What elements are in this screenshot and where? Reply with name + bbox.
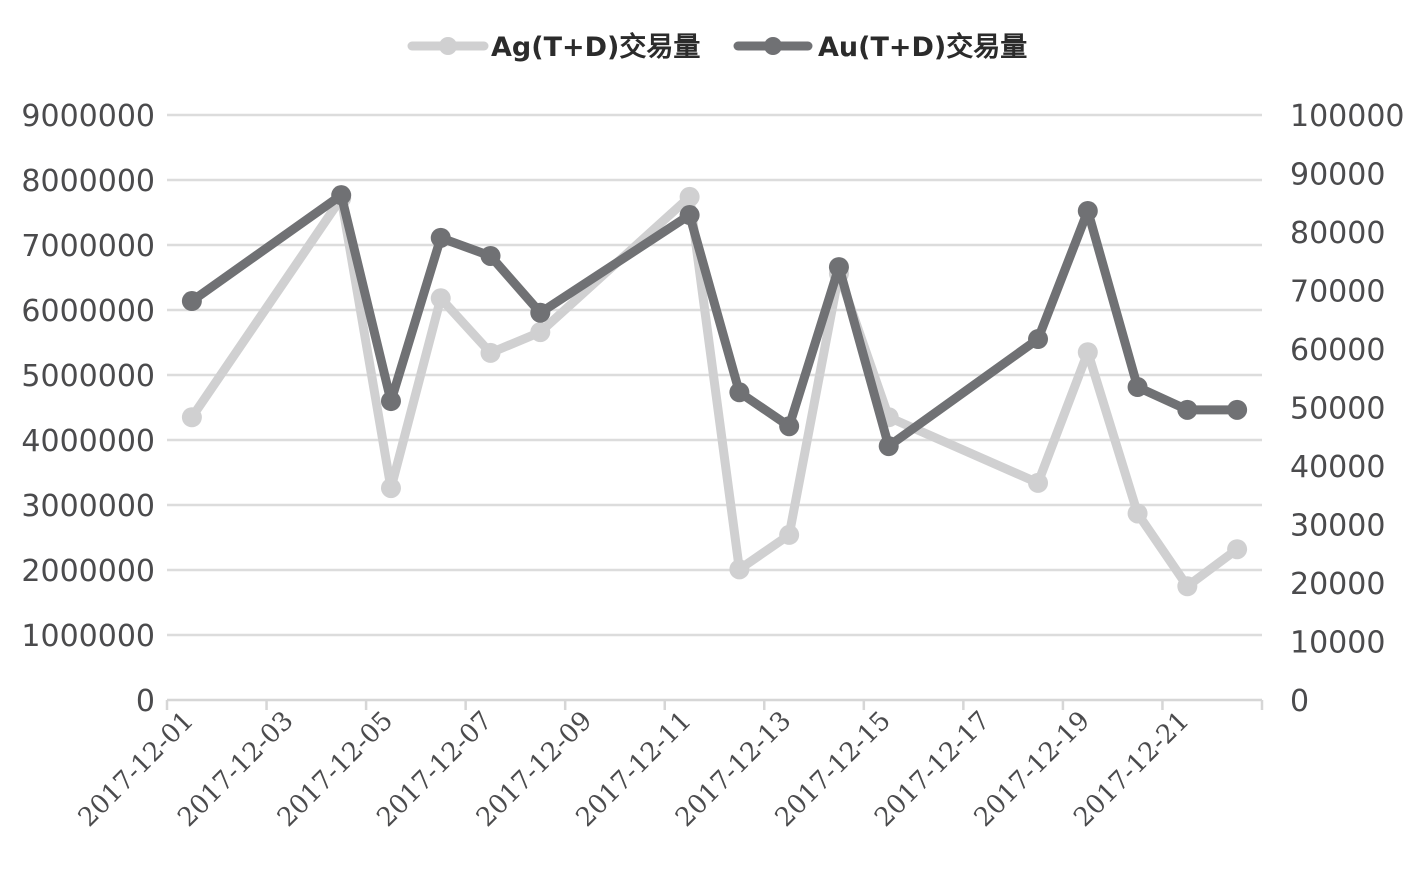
data-point-marker[interactable]: [1177, 576, 1198, 597]
y-right-tick-label: 10000: [1290, 626, 1385, 661]
data-point-marker[interactable]: [1028, 329, 1049, 350]
legend-au-label: Au(T+D)交易量: [818, 31, 1027, 63]
data-point-marker[interactable]: [1077, 342, 1098, 363]
data-point-marker[interactable]: [1077, 200, 1098, 221]
y-right-tick-label: 40000: [1290, 450, 1385, 485]
data-point-marker[interactable]: [430, 288, 451, 309]
series-ag-line: [188, 192, 1240, 591]
data-point-marker[interactable]: [181, 291, 202, 312]
data-point-marker[interactable]: [181, 407, 202, 428]
data-point-marker[interactable]: [380, 478, 401, 499]
y-left-tick-label: 3000000: [21, 489, 155, 524]
legend-item-ag[interactable]: Ag(T+D)交易量: [407, 31, 700, 63]
y-left-tick-label: 9000000: [21, 99, 155, 134]
y-left-tick-label: 4000000: [21, 424, 155, 459]
data-point-marker[interactable]: [1177, 399, 1198, 420]
data-point-marker[interactable]: [1227, 539, 1248, 560]
y-left-tick-label: 7000000: [21, 229, 155, 264]
y-axis-left: 0 1000000 2000000 3000000 4000000 5000000 6000…: [21, 99, 155, 719]
gridlines: [167, 113, 1262, 637]
legend: Ag(T+D)交易量 Au(T+D)交易量: [407, 31, 1027, 63]
series-au-line: [189, 190, 1238, 451]
data-point-marker[interactable]: [331, 185, 352, 206]
data-point-marker[interactable]: [1028, 472, 1049, 493]
y-left-tick-label: 8000000: [21, 164, 155, 199]
series-au: [181, 185, 1248, 457]
y-right-tick-label: 0: [1290, 684, 1309, 719]
legend-item-au[interactable]: Au(T+D)交易量: [733, 31, 1027, 63]
legend-ag-label: Ag(T+D)交易量: [491, 31, 700, 63]
y-right-tick-label: 70000: [1290, 275, 1385, 310]
data-point-marker[interactable]: [878, 436, 899, 457]
x-axis: 2017-12-012017-12-032017-12-052017-12-07…: [73, 698, 1264, 833]
data-point-marker[interactable]: [380, 391, 401, 412]
plot-area: [181, 185, 1248, 597]
y-left-tick-label: 1000000: [21, 619, 155, 654]
data-point-marker[interactable]: [729, 559, 750, 580]
data-point-marker[interactable]: [480, 245, 501, 266]
y-right-tick-label: 80000: [1290, 216, 1385, 251]
data-point-marker[interactable]: [679, 186, 700, 207]
y-left-tick-label: 6000000: [21, 294, 155, 329]
data-point-marker[interactable]: [1227, 399, 1248, 420]
y-right-tick-label: 100000: [1290, 99, 1405, 134]
legend-au-marker-icon: [764, 37, 782, 55]
y-left-tick-label: 5000000: [21, 359, 155, 394]
data-point-marker[interactable]: [430, 227, 451, 248]
y-right-tick-label: 20000: [1290, 567, 1385, 602]
legend-ag-marker-icon: [439, 37, 457, 55]
data-point-marker[interactable]: [679, 205, 700, 226]
data-point-marker[interactable]: [1127, 377, 1148, 398]
data-point-marker[interactable]: [1127, 503, 1148, 524]
y-right-tick-label: 90000: [1290, 158, 1385, 193]
data-point-marker[interactable]: [480, 342, 501, 363]
data-point-marker[interactable]: [729, 382, 750, 403]
y-right-tick-label: 60000: [1290, 333, 1385, 368]
y-right-tick-label: 50000: [1290, 392, 1385, 427]
data-point-marker[interactable]: [828, 257, 849, 278]
data-point-marker[interactable]: [530, 322, 551, 343]
y-axis-right: 0 10000 20000 30000 40000 50000 60000 70000 8000…: [1290, 99, 1405, 719]
y-right-tick-label: 30000: [1290, 509, 1385, 544]
data-point-marker[interactable]: [779, 416, 800, 437]
data-point-marker[interactable]: [530, 302, 551, 323]
y-left-tick-label: 0: [136, 684, 155, 719]
data-point-marker[interactable]: [779, 524, 800, 545]
y-left-tick-label: 2000000: [21, 554, 155, 589]
series-ag: [181, 186, 1248, 597]
